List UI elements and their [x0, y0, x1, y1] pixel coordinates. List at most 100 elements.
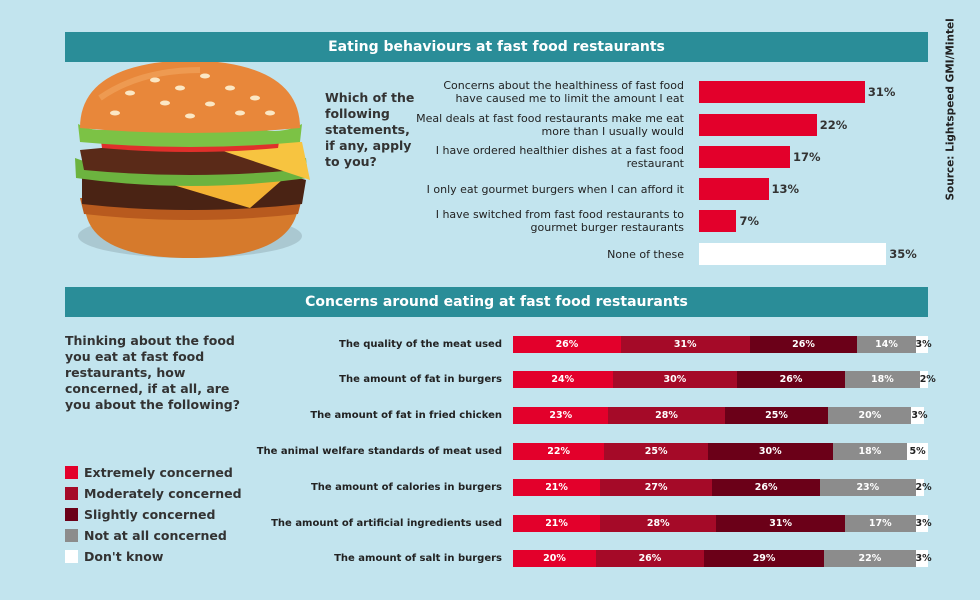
question: Which of the following statements, if an… — [325, 90, 415, 169]
bar-segment — [712, 478, 821, 496]
legend-label: Don't know — [84, 549, 164, 564]
legend-label: Moderately concerned — [84, 486, 242, 501]
bar-segment — [600, 478, 713, 496]
bar-segment — [911, 407, 924, 425]
bar-segment — [596, 550, 704, 568]
bar-segment — [724, 407, 829, 425]
bar-segment — [708, 442, 833, 460]
value-label: 25% — [765, 410, 788, 422]
category-text: Concerns about the healthiness of fast f… — [443, 79, 684, 105]
category-label: The amount of fat in burgers — [339, 374, 502, 386]
bar — [699, 146, 790, 168]
question: Thinking about the food you eat at fast … — [65, 333, 240, 412]
category-label: None of these — [414, 243, 684, 265]
value-label: 2% — [919, 374, 936, 386]
category-label: I have switched from fast food restauran… — [414, 208, 684, 234]
source-wrap: Source: Lightspeed GMI/Mintel — [940, 18, 960, 205]
legend-label: Extremely concerned — [84, 465, 233, 480]
legend-label: Not at all concerned — [84, 528, 227, 543]
bar-segment — [513, 442, 605, 460]
value-label: 2% — [915, 481, 932, 493]
legend-swatch — [65, 466, 78, 479]
bar-segment — [703, 550, 825, 568]
value-label: 18% — [858, 445, 882, 457]
burger-illustration — [75, 60, 310, 258]
bar-segment — [620, 335, 750, 353]
value-label: 25% — [644, 445, 668, 457]
value-label: 31% — [769, 517, 793, 529]
bar-segment — [513, 371, 613, 389]
value-label: 27% — [644, 481, 668, 493]
value-label: 23% — [856, 481, 880, 493]
value-label: 28% — [646, 517, 670, 529]
bar-segment — [915, 478, 924, 496]
bar-segment — [845, 371, 920, 389]
bar-segment — [513, 514, 601, 532]
category-text: Meal deals at fast food restaurants make… — [416, 112, 684, 138]
chart-title: Concerns around eating at fast food rest… — [65, 287, 928, 317]
legend-swatch — [65, 487, 78, 500]
value-label: 29% — [752, 553, 776, 565]
category-text: I only eat gourmet burgers when I can af… — [426, 182, 684, 196]
category-label: The quality of the meat used — [339, 338, 502, 350]
chart-title: Eating behaviours at fast food restauran… — [65, 32, 928, 62]
category-text: I have ordered healthier dishes at a fas… — [435, 144, 684, 170]
value-label: 26% — [555, 338, 579, 350]
value-label: 3% — [911, 410, 928, 422]
value-label: 3% — [915, 553, 932, 565]
value-label: 21% — [545, 517, 568, 529]
value-label: 17% — [868, 517, 892, 529]
category-label: The animal welfare standards of meat use… — [256, 445, 502, 457]
category-label: The amount of artificial ingredients use… — [271, 517, 502, 529]
category-label: Concerns about the healthiness of fast f… — [414, 79, 684, 105]
bar — [699, 243, 887, 265]
bar-segment — [907, 442, 928, 460]
category-label: Meal deals at fast food restaurants make… — [414, 112, 684, 138]
value-label: 26% — [792, 338, 815, 350]
value-label: 26% — [638, 553, 662, 565]
source: Source: Lightspeed GMI/Mintel — [944, 18, 957, 201]
value-label: 23% — [549, 410, 573, 422]
category-text: I have switched from fast food restauran… — [435, 208, 684, 234]
bar-segment — [737, 371, 845, 389]
value-label: 3% — [915, 517, 932, 529]
value-label: 22% — [858, 553, 882, 565]
legend-label: Slightly concerned — [84, 507, 216, 522]
value-label: 26% — [754, 481, 778, 493]
bar-segment — [513, 478, 601, 496]
category-label: I only eat gourmet burgers when I can af… — [414, 178, 684, 200]
bar-segment — [600, 514, 717, 532]
bar-segment — [832, 442, 908, 460]
bar-segment — [915, 514, 928, 532]
bar-segment — [915, 335, 928, 353]
value-label: 28% — [655, 410, 678, 422]
bar — [699, 210, 737, 232]
bar-segment — [820, 478, 916, 496]
value-label: 5% — [909, 445, 926, 457]
category-label: I have ordered healthier dishes at a fas… — [414, 144, 684, 170]
value-label: 30% — [758, 445, 782, 457]
legend-swatch — [65, 508, 78, 521]
value-label: 14% — [875, 338, 898, 350]
bar-segment — [513, 407, 609, 425]
bar-segment — [716, 514, 845, 532]
value-label: 22% — [547, 445, 571, 457]
value-label: 35% — [889, 247, 917, 261]
category-label: The amount of calories in burgers — [310, 481, 502, 493]
value-label: 7% — [739, 214, 759, 228]
bar-segment — [513, 335, 621, 353]
category-label: The amount of salt in burgers — [334, 553, 502, 565]
bar-segment — [612, 371, 738, 389]
bar-segment — [824, 550, 916, 568]
value-label: 22% — [819, 118, 848, 132]
value-label: 31% — [673, 338, 697, 350]
value-label: 26% — [779, 374, 803, 386]
value-label: 18% — [870, 374, 894, 386]
value-label: 13% — [771, 182, 800, 196]
bar-segment — [608, 407, 725, 425]
legend-swatch — [65, 550, 78, 563]
bar-segment — [604, 442, 709, 460]
value-label: 17% — [792, 150, 821, 164]
value-label: 3% — [915, 338, 932, 350]
